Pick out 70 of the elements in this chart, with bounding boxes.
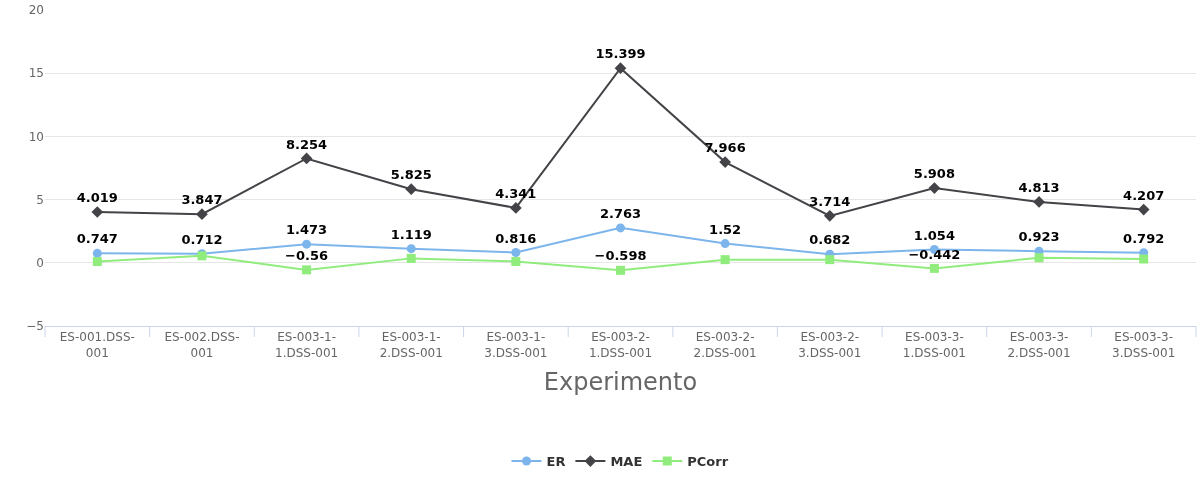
point: [92, 248, 102, 258]
point: [1034, 253, 1044, 263]
data-label: 4.813: [1018, 180, 1060, 196]
point: [719, 156, 731, 168]
x-tick-label: ES-001.DSS-001: [59, 330, 135, 360]
x-axis-title: Experimento: [543, 368, 698, 397]
legend-label: PCorr: [687, 454, 729, 470]
data-label: 0.747: [76, 231, 118, 247]
data-label: −0.598: [594, 248, 647, 264]
point: [720, 239, 730, 249]
x-tick-label: ES-003-2-3.DSS-001: [798, 330, 862, 360]
data-label: 5.908: [913, 166, 955, 182]
point: [91, 206, 104, 218]
data-label: 15.399: [595, 46, 646, 62]
point: [1139, 254, 1149, 264]
data-label: 0.682: [809, 232, 851, 248]
data-label: 3.714: [809, 193, 851, 209]
data-label: 8.254: [286, 136, 328, 152]
y-tick-label: 20: [28, 3, 44, 18]
data-label: 0.792: [1123, 230, 1165, 246]
x-tick-label: ES-003-3-3.DSS-001: [1112, 330, 1176, 360]
y-tick-label: −5: [26, 319, 44, 334]
legend-label: MAE: [610, 454, 643, 470]
point: [300, 152, 313, 165]
point: [510, 202, 522, 214]
point: [720, 255, 730, 265]
point: [196, 208, 208, 221]
data-label: 0.923: [1018, 229, 1060, 245]
data-label: 0.712: [181, 231, 223, 247]
x-tick-label: ES-003-3-2.DSS-001: [1007, 330, 1071, 360]
data-label: 0.816: [495, 230, 537, 246]
x-tick-label: ES-002.DSS-001: [164, 330, 240, 360]
point: [405, 183, 418, 196]
point: [616, 223, 625, 233]
data-label: 1.054: [913, 227, 955, 243]
data-label: −0.442: [908, 246, 961, 262]
data-label: 5.825: [390, 167, 432, 183]
point: [825, 255, 835, 265]
y-tick-label: 5: [36, 192, 44, 207]
data-label: −0.56: [285, 248, 329, 264]
point: [406, 253, 416, 263]
data-label: 1.473: [286, 222, 328, 238]
point: [511, 247, 521, 257]
data-label: 1.52: [709, 221, 742, 237]
x-tick-label: ES-003-3-1.DSS-001: [902, 330, 966, 360]
point: [616, 265, 625, 275]
y-tick-label: 15: [28, 66, 44, 81]
point: [614, 62, 627, 75]
data-label: 4.019: [76, 190, 118, 206]
point: [302, 239, 312, 249]
point: [406, 244, 416, 254]
x-tick-label: ES-003-1-3.DSS-001: [484, 330, 548, 360]
y-tick-label: 0: [36, 256, 44, 270]
x-tick-label: ES-003-1-1.DSS-001: [275, 330, 339, 360]
point: [928, 182, 941, 194]
data-label: 3.847: [181, 192, 223, 208]
legend-label: ER: [546, 454, 566, 470]
data-label: 1.119: [390, 226, 432, 242]
x-tick-label: ES-003-2-2.DSS-001: [693, 330, 757, 360]
point: [511, 257, 521, 267]
point: [1137, 203, 1150, 216]
point: [823, 210, 836, 222]
data-label: 2.763: [599, 206, 642, 222]
data-label: 4.207: [1123, 187, 1165, 203]
y-tick-label: 10: [28, 129, 44, 144]
point: [929, 263, 939, 273]
point: [92, 257, 102, 267]
point: [302, 265, 312, 275]
x-tick-label: ES-003-1-2.DSS-001: [379, 330, 443, 360]
x-tick-label: ES-003-2-1.DSS-001: [588, 330, 653, 360]
